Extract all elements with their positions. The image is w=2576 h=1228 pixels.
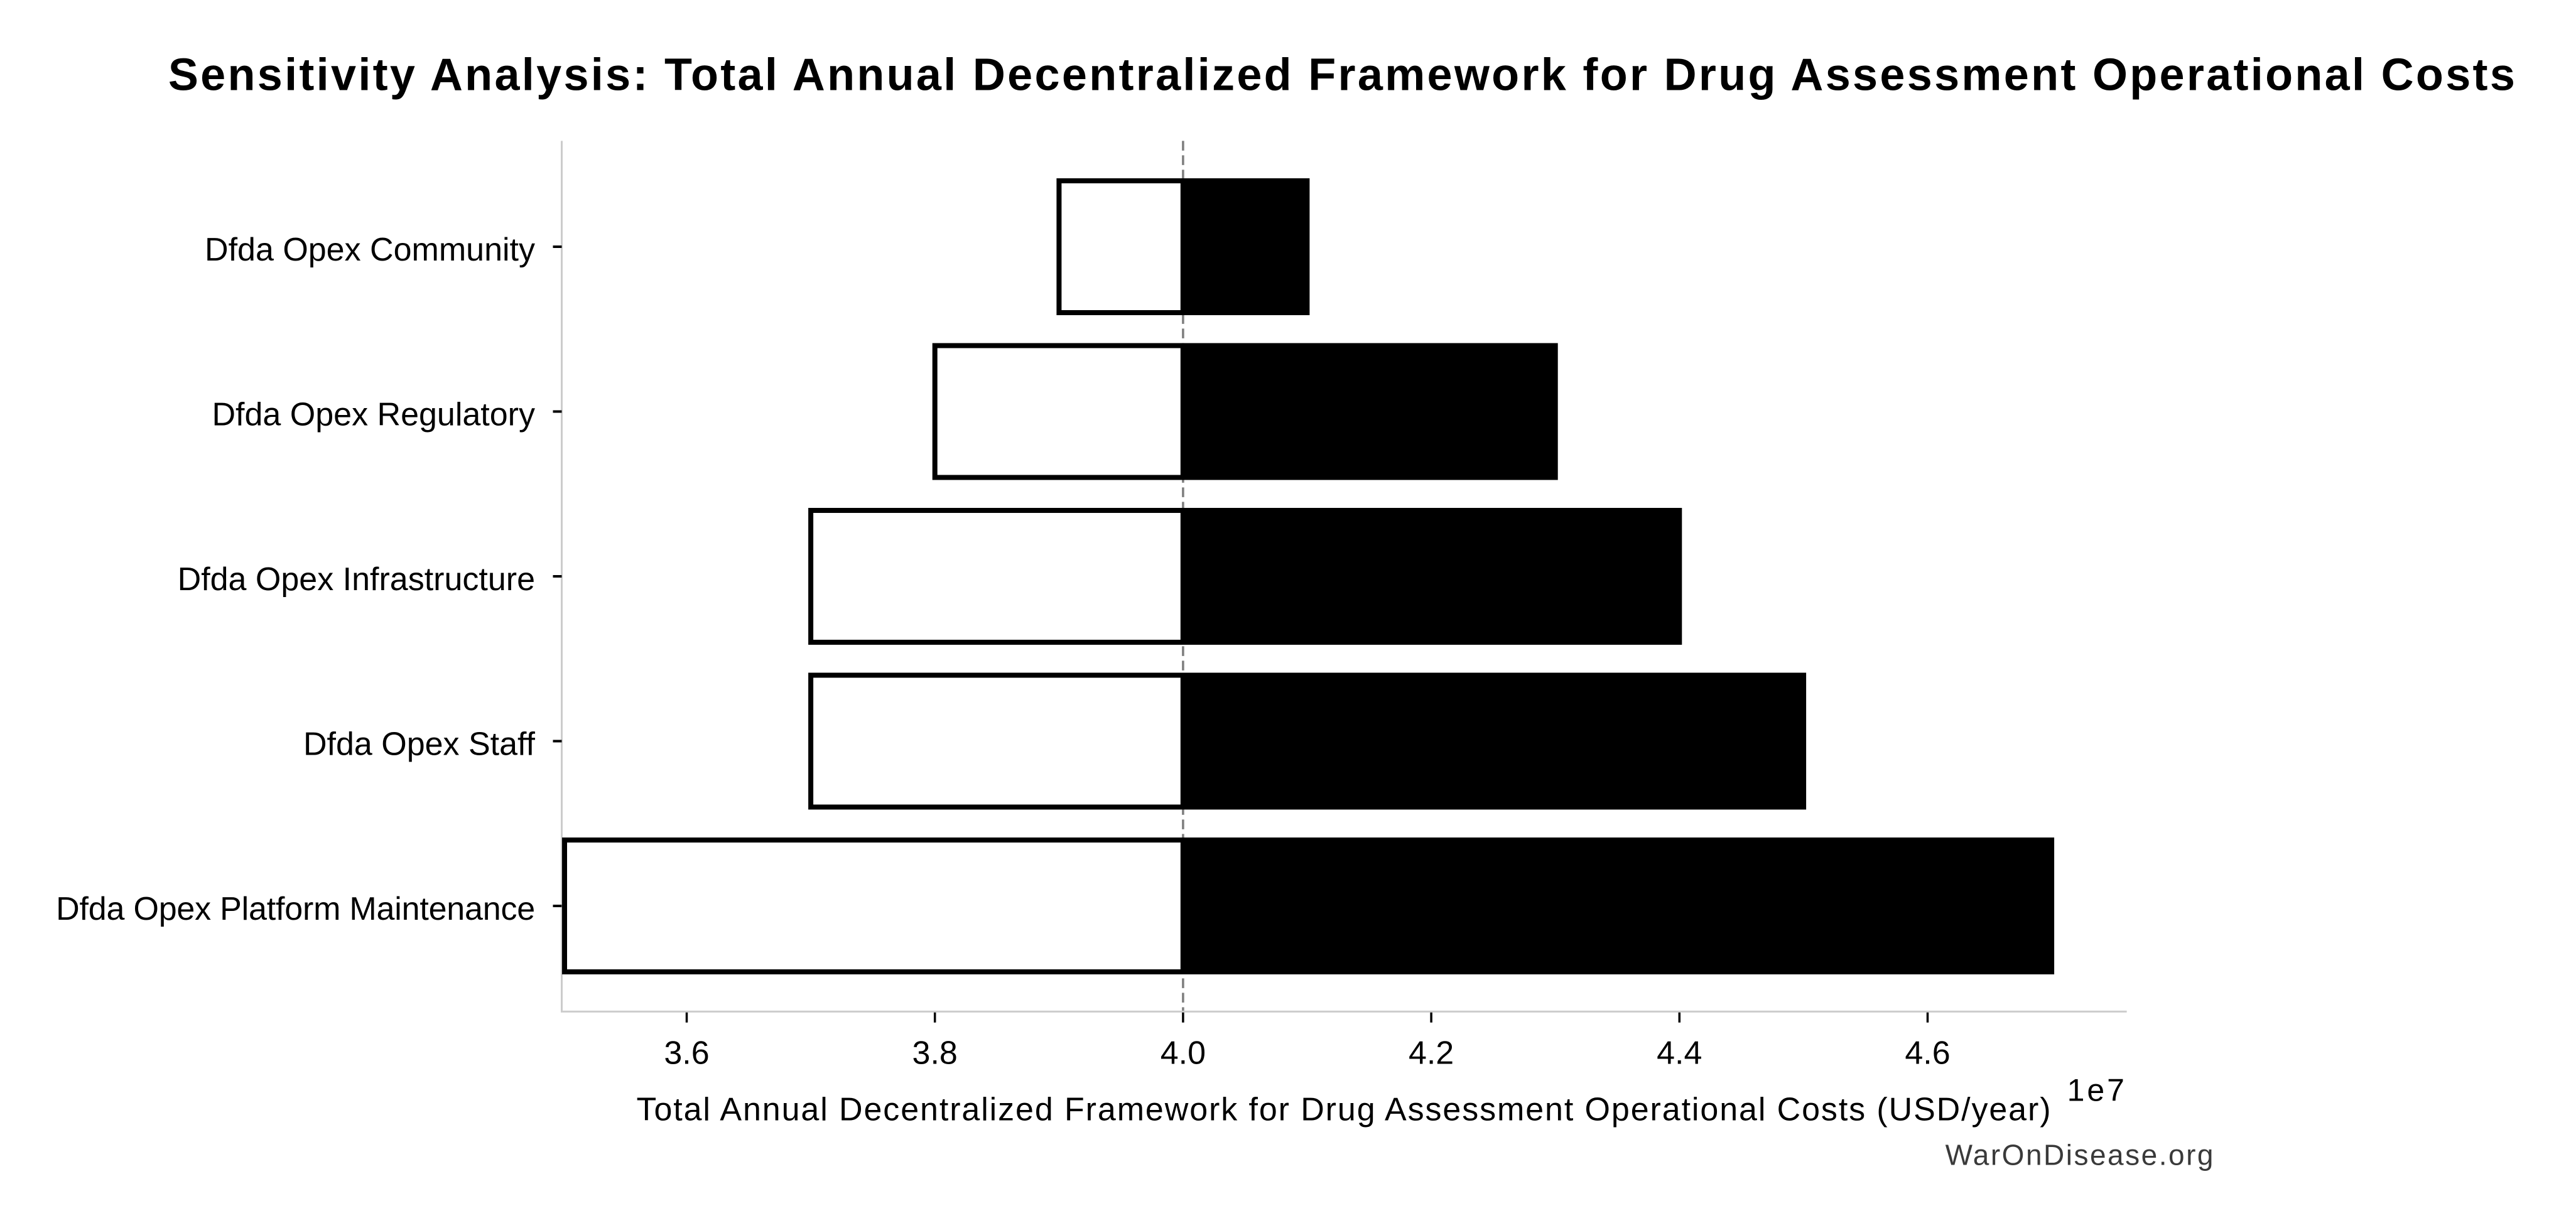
svg-text:4.6: 4.6 bbox=[1905, 1035, 1950, 1071]
svg-text:Total Annual Decentralized Fra: Total Annual Decentralized Framework for… bbox=[637, 1091, 2052, 1128]
svg-text:3.6: 3.6 bbox=[664, 1035, 709, 1071]
svg-text:Dfda Opex Staff: Dfda Opex Staff bbox=[303, 726, 536, 763]
svg-text:4.0: 4.0 bbox=[1161, 1035, 1206, 1071]
svg-text:Sensitivity Analysis: Total An: Sensitivity Analysis: Total Annual Decen… bbox=[168, 50, 2517, 100]
svg-text:3.8: 3.8 bbox=[912, 1035, 958, 1071]
svg-text:Dfda Opex Platform Maintenance: Dfda Opex Platform Maintenance bbox=[56, 891, 535, 927]
svg-text:Dfda Opex Infrastructure: Dfda Opex Infrastructure bbox=[178, 561, 535, 598]
svg-text:4.4: 4.4 bbox=[1657, 1035, 1702, 1071]
svg-text:Dfda Opex Community: Dfda Opex Community bbox=[205, 232, 535, 268]
svg-text:4.2: 4.2 bbox=[1409, 1035, 1454, 1071]
svg-text:Dfda Opex Regulatory: Dfda Opex Regulatory bbox=[212, 397, 536, 433]
svg-text:1e7: 1e7 bbox=[2067, 1073, 2127, 1108]
svg-text:WarOnDisease.org: WarOnDisease.org bbox=[1946, 1139, 2215, 1171]
